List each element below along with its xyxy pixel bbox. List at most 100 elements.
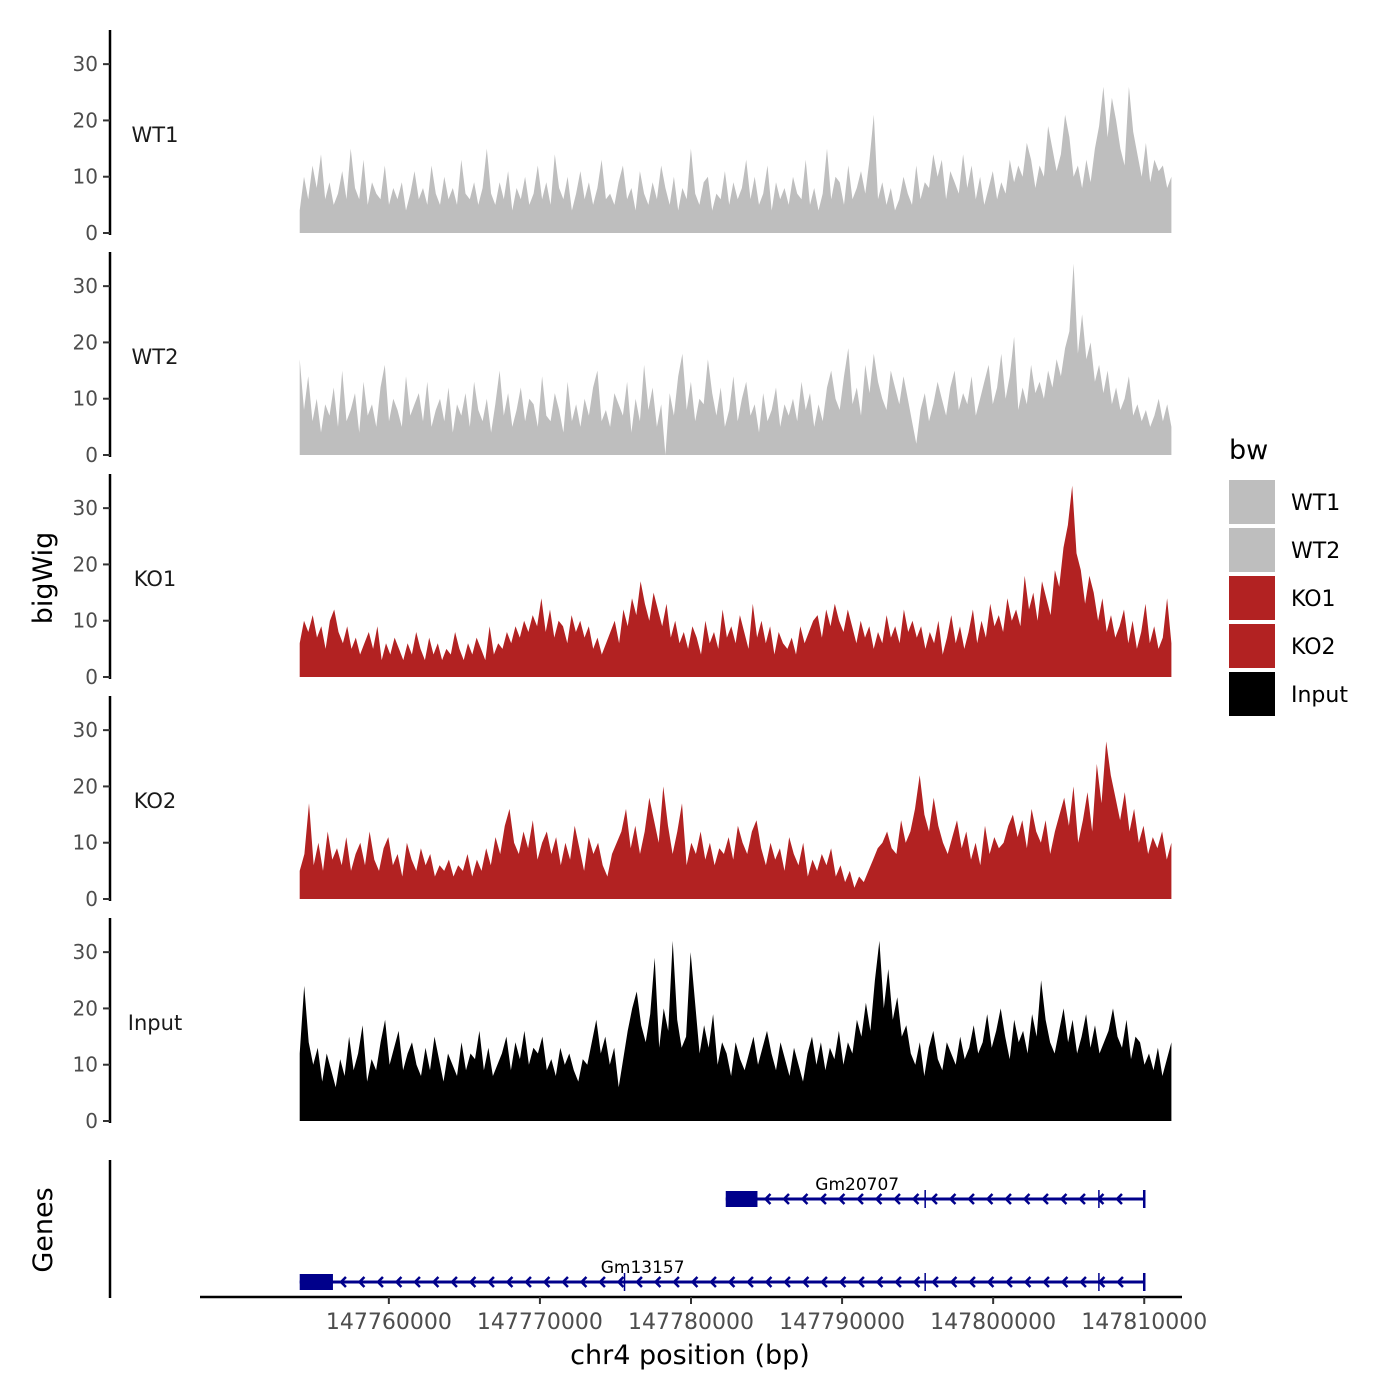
x-tick-label: 147800000 [930,1310,1056,1335]
coverage-area-wt2 [299,263,1172,455]
strand-arrow [875,1276,884,1288]
strand-arrow [635,1276,643,1288]
gene-label: Gm13157 [601,1258,685,1278]
y-tick-label: 20 [73,330,98,354]
strand-arrow [783,1276,791,1288]
track-input: 0 10 20 30 Input [73,918,1172,1133]
legend-label: KO2 [1291,635,1336,660]
strand-arrow [598,1276,606,1288]
track-wt1: 0 10 20 30 WT1 [73,30,1172,245]
x-tick-label: 147780000 [628,1310,754,1335]
y-tick-label: 20 [73,774,98,798]
strand-arrow [616,1276,625,1288]
gene-exon [725,1191,758,1207]
strand-arrow [579,1276,588,1288]
legend-label: KO1 [1291,587,1336,612]
legend-label: WT1 [1291,491,1340,516]
y-tick-label: 0 [85,887,98,911]
strand-arrow [764,1276,773,1288]
track-wt2: 0 10 20 30 WT2 [73,252,1172,467]
y-tick-label: 20 [73,552,98,576]
coverage-area-input [299,940,1172,1121]
strand-arrow [487,1276,495,1288]
strand-arrow [524,1276,532,1288]
strand-arrow [1004,1193,1012,1205]
y-tick-label: 10 [73,165,98,189]
legend-title: bw [1229,435,1268,466]
strand-arrow [431,1276,440,1288]
strand-arrow [413,1276,421,1288]
x-axis-title: chr4 position (bp) [570,1340,810,1371]
strand-arrow [1041,1193,1049,1205]
strand-arrow [376,1276,384,1288]
y-tick-label: 30 [73,274,98,298]
x-tick-label: 147810000 [1081,1310,1207,1335]
strand-arrow [820,1276,828,1288]
strand-arrow [949,1276,958,1288]
strand-arrow [727,1276,736,1288]
strand-arrow [986,1276,995,1288]
y-tick-label: 10 [73,831,98,855]
legend-key-wt2 [1229,528,1275,572]
coverage-area-ko2 [299,741,1172,899]
strand-arrow [1116,1276,1124,1288]
y-axis-title: bigWig [28,532,59,625]
strand-arrow [1115,1193,1123,1205]
strand-arrow [893,1193,901,1205]
genes-layer: Gm20707 Gm13157 [108,1160,1146,1298]
strand-arrow [948,1193,957,1205]
gene-gm13157: Gm13157 [299,1258,1146,1291]
strand-arrow [912,1276,921,1288]
x-tick-label: 147790000 [779,1310,905,1335]
x-tick-label: 147760000 [326,1310,452,1335]
track-label: WT2 [132,345,179,369]
strand-arrow [1005,1276,1013,1288]
y-tick-label: 20 [73,108,98,132]
track-label: WT1 [132,123,179,147]
y-tick-label: 20 [73,996,98,1020]
x-axis: 147760000 147770000 147780000 147790000 1478… [200,1295,1207,1335]
track-ko2: 0 10 20 30 KO2 [73,696,1172,911]
strand-arrow [874,1193,883,1205]
strand-arrow [782,1193,790,1205]
coverage-area-wt1 [299,86,1172,233]
strand-arrow [450,1276,458,1288]
strand-arrow [1023,1276,1032,1288]
strand-arrow [394,1276,403,1288]
legend-key-input [1229,672,1275,716]
y-tick-label: 30 [73,496,98,520]
strand-arrow [505,1276,514,1288]
coverage-area-ko1 [299,485,1172,677]
y-tick-label: 30 [73,718,98,742]
strand-arrow [1060,1276,1069,1288]
strand-arrow [857,1276,865,1288]
track-ko1: 0 10 20 30 KO1 [73,474,1172,689]
strand-arrow [967,1193,975,1205]
strand-arrow [931,1276,939,1288]
gene-gm20707: Gm20707 [725,1175,1146,1208]
strand-arrow [800,1193,809,1205]
legend-label: WT2 [1291,539,1340,564]
strand-arrow [894,1276,902,1288]
y-tick-label: 30 [73,52,98,76]
strand-arrow [709,1276,717,1288]
strand-arrow [561,1276,569,1288]
strand-arrow [746,1276,754,1288]
strand-arrow [1059,1193,1068,1205]
legend-key-wt1 [1229,480,1275,524]
gene-exon [299,1274,333,1290]
y-tick-label: 30 [73,940,98,964]
strand-arrow [672,1276,680,1288]
legend: bw WT1 WT2 KO1 KO2 Input [1229,435,1348,716]
y-tick-label: 0 [85,665,98,689]
strand-arrow [1022,1193,1031,1205]
strand-arrow [801,1276,810,1288]
y-tick-label: 10 [73,387,98,411]
strand-arrow [357,1276,366,1288]
strand-arrow [968,1276,976,1288]
y-tick-label: 0 [85,443,98,467]
strand-arrow [838,1276,847,1288]
legend-key-ko2 [1229,624,1275,668]
strand-arrow [856,1193,864,1205]
